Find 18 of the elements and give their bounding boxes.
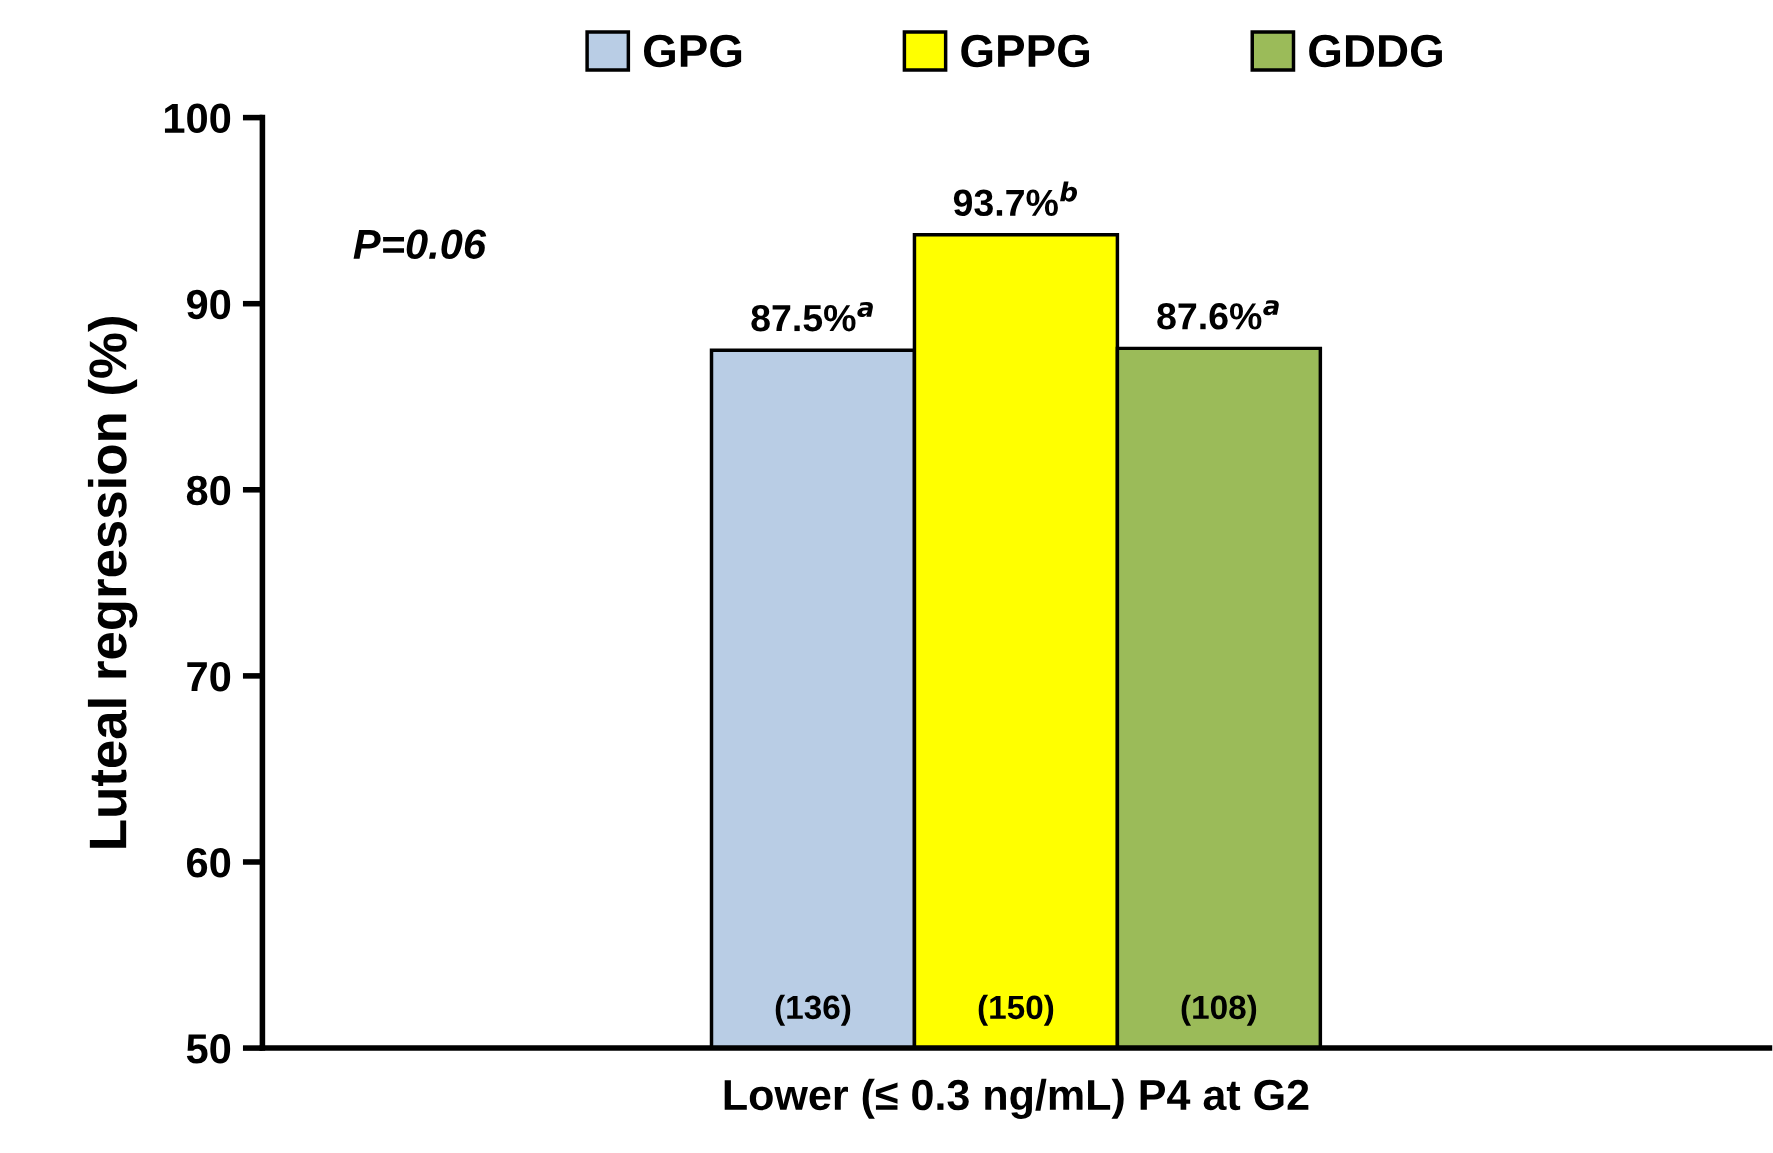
annotation: (136) <box>775 994 851 1026</box>
y-tick-label: 70 <box>187 661 231 692</box>
annotation: (108) <box>1181 994 1257 1026</box>
y-tick-label: 60 <box>187 847 231 878</box>
x-tick-label: Lower (≤ 0.3 ng/mL) P4 at G2 <box>724 1078 1309 1119</box>
legend-label: GPG <box>643 34 742 68</box>
y-tick-label: 80 <box>186 475 231 506</box>
y-tick-label: 100 <box>164 103 231 134</box>
y-tick-label: 90 <box>186 289 231 320</box>
legend-label: GDDG <box>1309 34 1442 68</box>
data-label: 87.5%$^{a}$ <box>751 302 873 332</box>
y-axis-title: Luteal regression (%) <box>87 317 138 848</box>
annotation: P=0.06 <box>353 229 487 260</box>
data-label: 87.6%$^{a}$ <box>1157 300 1279 330</box>
annotation: (150) <box>978 994 1054 1026</box>
data-label: 93.7%$^{b}$ <box>953 181 1078 217</box>
y-tick-label: 50 <box>186 1034 231 1064</box>
legend-label: GPPG <box>961 34 1089 68</box>
